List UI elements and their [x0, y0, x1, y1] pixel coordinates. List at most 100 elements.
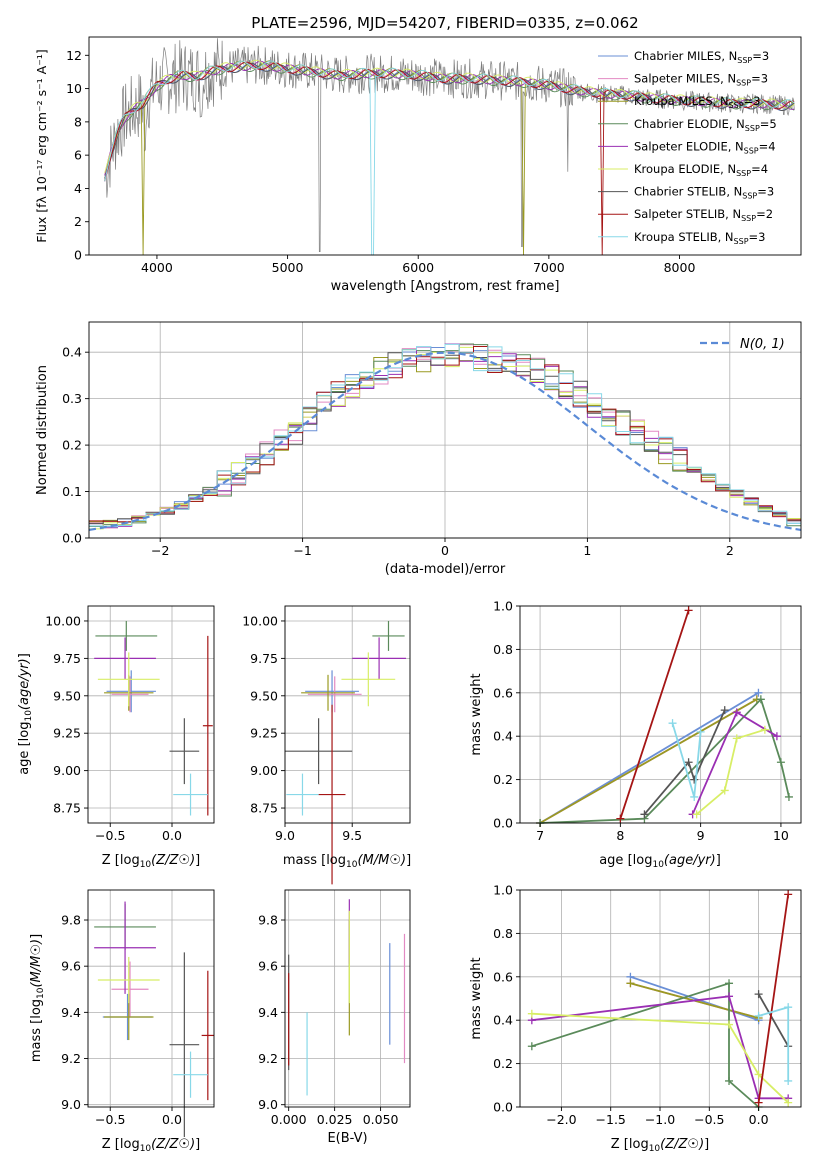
- axes-frame: [519, 605, 802, 824]
- x-tick-label: 9.0: [275, 828, 295, 843]
- y-tick-label: 6: [74, 148, 82, 163]
- weight-marker: [725, 1020, 734, 1029]
- y-tick-label: 0.3: [62, 391, 82, 406]
- y-tick-label: 0.4: [62, 345, 82, 360]
- x-tick-label: −0.5: [95, 1112, 125, 1127]
- weight-marker: [725, 992, 734, 1001]
- weight-marker: [754, 688, 763, 697]
- y-tick-label: 0.6: [493, 685, 513, 700]
- legend-label: Chabrier STELIB, NSSP=3: [634, 185, 774, 201]
- x-tick-label: 7000: [533, 260, 565, 275]
- y-tick-label: 0.2: [493, 772, 513, 787]
- axis-label: Z [log10(Z/Z☉)]: [611, 1137, 709, 1154]
- y-tick-label: 10: [66, 81, 82, 96]
- mass-weight-vs-metallicity-panel: −2.0 −1.5 −1.0 −0.5 0.0 0.0 0.2 0.4 0.6 0.8 1.0 Z […: [469, 883, 802, 1154]
- legend-label: Chabrier ELODIE, NSSP=5: [634, 117, 777, 133]
- y-tick-label: 9.8: [258, 913, 278, 928]
- legend-label: Chabrier MILES, NSSP=3: [634, 49, 769, 65]
- weight-marker: [527, 1042, 536, 1051]
- legend-label: Kroupa MILES, NSSP=3: [634, 94, 760, 110]
- x-tick-label: 0.025: [317, 1112, 353, 1127]
- axis-label: Z [log10(Z/Z☉)]: [102, 853, 200, 870]
- x-axis-label: E(B-V): [327, 1131, 367, 1146]
- y-tick-label: 0.2: [62, 438, 82, 453]
- y-tick-label: 9.00: [53, 763, 81, 778]
- x-tick-label: 6000: [402, 260, 434, 275]
- y-tick-label: 9.6: [61, 959, 81, 974]
- weight-marker: [692, 810, 701, 819]
- mass-weight-vs-age-panel: 7 8 9 10 0.0 0.2 0.4 0.6 0.8 1.0 age [log10(age/yr…: [469, 599, 802, 870]
- x-tick-label: 7: [536, 828, 544, 843]
- axis-label: age [log10(age/yr)]: [17, 653, 34, 775]
- axis-label: mass [log10(M/M☉)]: [29, 934, 46, 1062]
- x-tick-label: −2.0: [546, 1112, 576, 1127]
- y-tick-label: 0.0: [493, 816, 513, 831]
- weight-marker: [732, 708, 741, 717]
- y-tick-label: 9.0: [258, 1097, 278, 1112]
- weight-marker: [754, 1011, 763, 1020]
- x-tick-label: 8000: [664, 260, 696, 275]
- x-tick-label: −1.0: [645, 1112, 675, 1127]
- y-tick-label: 9.4: [258, 1005, 278, 1020]
- weight-marker: [626, 979, 635, 988]
- plot-area: [285, 606, 410, 823]
- plot-area: [88, 890, 214, 1107]
- axis-label: mass [log10(M/M☉)]: [283, 853, 411, 870]
- y-tick-label: 1.0: [493, 599, 513, 614]
- x-tick-label: 0.0: [162, 1112, 182, 1127]
- legend-label: Salpeter STELIB, NSSP=2: [634, 207, 773, 223]
- y-axis-label: mass weight: [469, 957, 484, 1039]
- weight-marker: [527, 1009, 536, 1018]
- legend-label: Kroupa ELODIE, NSSP=4: [634, 162, 768, 178]
- y-tick-label: 0.8: [493, 926, 513, 941]
- y-tick-label: 0.8: [493, 642, 513, 657]
- weight-marker: [754, 1070, 763, 1079]
- y-tick-label: 9.8: [61, 913, 81, 928]
- x-tick-label: 9: [697, 828, 705, 843]
- axes-frame: [284, 889, 411, 1108]
- y-tick-label: 0: [74, 248, 82, 263]
- y-tick-label: 10.00: [45, 613, 81, 628]
- weight-marker: [684, 606, 693, 615]
- weight-line: [643, 709, 726, 815]
- model-spectrum-line: [104, 60, 795, 176]
- x-tick-label: 9.5: [342, 828, 362, 843]
- y-tick-label: 9.50: [250, 688, 278, 703]
- y-tick-label: 8: [74, 114, 82, 129]
- x-tick-label: 0: [441, 543, 449, 558]
- weight-marker: [616, 814, 625, 823]
- legend-label: Salpeter MILES, NSSP=3: [634, 72, 768, 88]
- y-tick-label: 0.0: [62, 531, 82, 546]
- weight-marker: [784, 792, 793, 801]
- axes-frame: [519, 889, 802, 1108]
- y-tick-label: 8.75: [53, 801, 81, 816]
- x-tick-label: 0.050: [363, 1112, 399, 1127]
- y-axis-label: mass weight: [469, 673, 484, 755]
- x-tick-label: 2: [726, 543, 734, 558]
- x-tick-label: 5000: [272, 260, 304, 275]
- weight-marker: [690, 792, 699, 801]
- weight-marker: [732, 734, 741, 743]
- weight-marker: [690, 775, 699, 784]
- spectrum-panel: Chabrier MILES, NSSP=3 Salpeter MILES, NS…: [34, 36, 802, 294]
- model-spectrum-line: [104, 61, 795, 256]
- model-spectrum-line: [104, 60, 795, 256]
- normal-curve: [88, 351, 802, 531]
- axis-label: age [log10(age/yr)]: [599, 853, 721, 870]
- weight-marker: [754, 990, 763, 999]
- weight-marker: [784, 1098, 793, 1107]
- y-tick-label: 9.25: [250, 726, 278, 741]
- y-tick-label: 9.00: [250, 763, 278, 778]
- y-tick-label: 4: [74, 181, 82, 196]
- weight-marker: [684, 758, 693, 767]
- y-tick-label: 9.2: [258, 1051, 278, 1066]
- x-tick-label: 1: [583, 543, 591, 558]
- axis-label: Z [log10(Z/Z☉)]: [102, 1137, 200, 1154]
- weight-line: [531, 995, 789, 1100]
- mass-vs-metallicity-panel: −0.5 0.0 9.0 9.2 9.4 9.6 9.8 Z [log10(Z/Z☉)] mas…: [29, 889, 215, 1154]
- x-tick-label: −1.5: [596, 1112, 626, 1127]
- histogram-step: [89, 343, 801, 528]
- x-axis-label: (data-model)/error: [385, 562, 506, 577]
- x-axis-label: wavelength [Angstrom, rest frame]: [331, 279, 560, 294]
- weight-marker: [725, 979, 734, 988]
